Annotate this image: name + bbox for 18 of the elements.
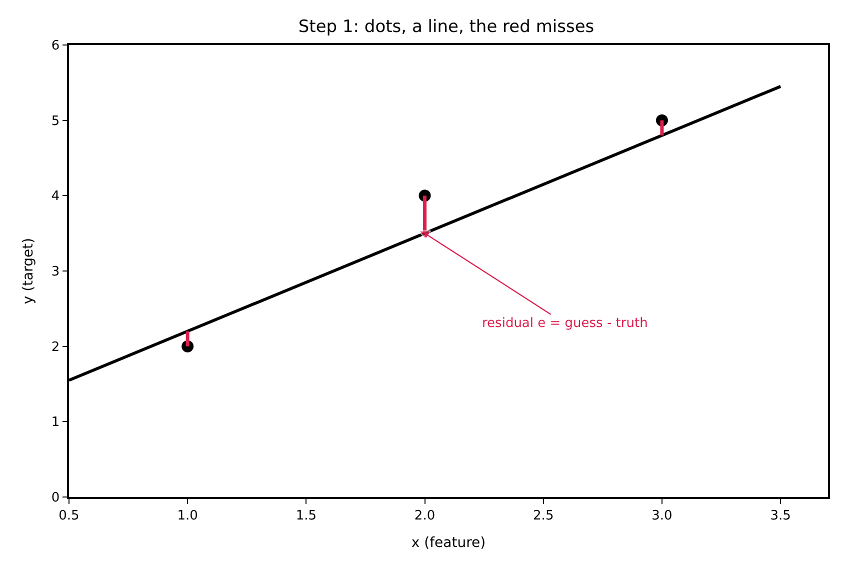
x-tick-label: 2.0: [414, 508, 436, 524]
y-tick-label: 2: [51, 340, 60, 355]
annotation: residual e = guess - truth: [482, 316, 648, 331]
y-axis-title: y (target): [20, 238, 36, 304]
y-tick-label: 4: [51, 189, 60, 204]
y-tick-label: 6: [51, 38, 60, 54]
y-tick-label: 0: [51, 490, 60, 506]
y-tick-label: 5: [51, 114, 60, 129]
x-axis-title: x (feature): [411, 535, 486, 552]
x-tick-label: 1.5: [296, 508, 317, 524]
y-tick-label: 1: [51, 415, 60, 430]
chart-title: Step 1: dots, a line, the red misses: [298, 16, 594, 37]
y-tick-label: 3: [51, 264, 60, 280]
x-tick-label: 2.5: [533, 508, 554, 524]
x-tick-label: 3.5: [770, 508, 791, 524]
x-tick-label: 1.0: [177, 508, 198, 524]
x-tick-label: 3.0: [652, 508, 672, 524]
x-tick-label: 0.5: [58, 508, 80, 524]
